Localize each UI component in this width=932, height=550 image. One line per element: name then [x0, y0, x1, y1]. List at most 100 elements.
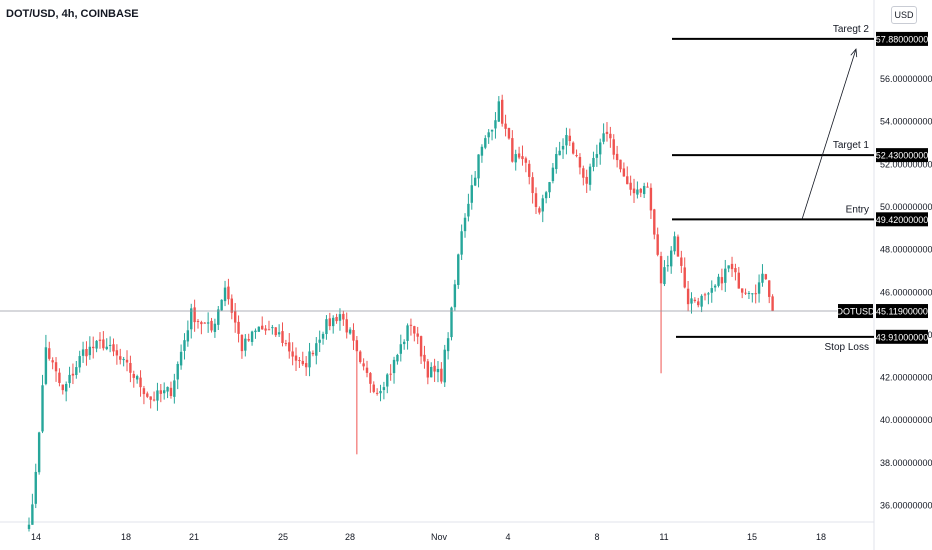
- candle-body: [159, 390, 163, 394]
- candle-body: [102, 339, 105, 349]
- candle-body: [612, 139, 615, 155]
- level-price-label: 52.43000000: [876, 151, 929, 161]
- last-price-label: 45.11900000: [876, 307, 928, 317]
- candle-body: [163, 390, 166, 394]
- candle-body: [531, 177, 534, 194]
- candle-body: [548, 182, 551, 193]
- candle-body: [406, 325, 409, 341]
- candle-body: [146, 393, 149, 397]
- candle-body: [521, 156, 524, 160]
- candle-body: [44, 347, 48, 384]
- candle-body: [291, 351, 294, 357]
- candle-body: [659, 256, 663, 284]
- candle-body: [318, 339, 321, 343]
- candle-body: [463, 217, 467, 232]
- candle-body: [308, 351, 311, 368]
- candle-body: [230, 298, 233, 313]
- candle-body: [274, 327, 277, 336]
- candle-body: [477, 154, 480, 179]
- symbol-tag-label: DOTUSD: [837, 307, 876, 317]
- x-tick-label: Nov: [431, 532, 448, 542]
- candle-body: [342, 313, 345, 320]
- candle-body: [467, 203, 470, 217]
- candle-body: [720, 277, 724, 284]
- candle-body: [81, 349, 85, 356]
- candle-body: [288, 342, 291, 352]
- y-tick-label: 50.00000000: [880, 202, 932, 212]
- candle-body: [382, 387, 386, 391]
- candle-body: [693, 299, 697, 301]
- candle-body: [649, 187, 653, 211]
- candle-body: [355, 340, 359, 352]
- candle-body: [507, 127, 511, 139]
- candle-body: [27, 524, 31, 529]
- candle-body: [717, 276, 720, 286]
- level-label: Stop Loss: [825, 342, 869, 353]
- candle-body: [588, 166, 592, 185]
- candle-body: [223, 287, 227, 302]
- candle-body: [247, 339, 250, 341]
- candle-body: [186, 330, 190, 342]
- candle-body: [700, 295, 703, 307]
- x-tick-label: 25: [278, 532, 288, 542]
- candle-body: [244, 338, 247, 351]
- candle-body: [764, 274, 768, 280]
- candle-body: [497, 101, 501, 122]
- x-tick-label: 18: [816, 532, 826, 542]
- candle-body: [697, 301, 700, 306]
- candle-body: [304, 363, 308, 368]
- candle-body: [58, 372, 61, 383]
- candle-body: [396, 354, 399, 362]
- candle-body: [338, 314, 342, 321]
- candle-body: [176, 363, 179, 380]
- candle-body: [555, 154, 558, 170]
- candle-body: [551, 167, 555, 182]
- candle-body: [433, 365, 436, 372]
- candle-body: [490, 129, 494, 132]
- candle-body: [457, 254, 460, 285]
- candle-body: [166, 386, 169, 392]
- level-price-label: 57.88000000: [876, 34, 929, 44]
- candle-body: [517, 153, 521, 158]
- candle-body: [761, 273, 764, 283]
- candle-body: [267, 329, 271, 331]
- candle-body: [250, 331, 254, 342]
- candle-body: [41, 385, 44, 432]
- candle-body: [227, 286, 230, 300]
- candle-body: [200, 322, 203, 325]
- candle-body: [348, 329, 352, 334]
- candle-body: [92, 346, 95, 349]
- candle-body: [240, 334, 244, 352]
- candle-body: [541, 198, 544, 212]
- candle-body: [653, 209, 656, 235]
- chart-title: DOT/USD, 4h, COINBASE: [6, 8, 139, 20]
- candle-body: [51, 360, 54, 363]
- candle-body: [446, 338, 450, 352]
- candle-body: [335, 316, 338, 322]
- candle-body: [311, 352, 315, 355]
- candle-body: [744, 292, 747, 294]
- candle-body: [325, 319, 328, 335]
- candle-body: [592, 157, 595, 167]
- candle-body: [125, 359, 129, 363]
- y-tick-label: 46.00000000: [880, 287, 932, 297]
- candle-body: [179, 351, 183, 366]
- currency-button[interactable]: USD: [891, 6, 917, 24]
- candle-body: [724, 268, 727, 283]
- candle-body: [298, 360, 301, 362]
- candle-body: [328, 318, 332, 327]
- candle-body: [193, 307, 196, 323]
- candle-body: [642, 186, 646, 195]
- x-tick-label: 28: [345, 532, 355, 542]
- candle-body: [683, 267, 686, 288]
- candle-body: [217, 309, 220, 325]
- candle-body: [315, 343, 318, 356]
- candle-body: [332, 317, 335, 327]
- candle-body: [386, 374, 389, 387]
- candle-body: [54, 362, 58, 372]
- candle-body: [365, 367, 369, 373]
- level-label: Taregt 2: [833, 24, 870, 35]
- candle-body: [112, 344, 115, 352]
- candle-body: [636, 189, 639, 195]
